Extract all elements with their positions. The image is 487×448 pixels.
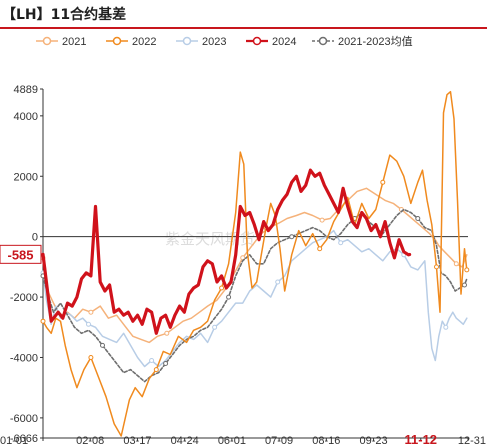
x-tick-label-5: 07-09 [265,435,293,447]
series-line-0 [42,187,468,344]
series-line-2 [42,229,468,368]
y-tick-label-3: 0 [32,232,38,244]
callout: -585 [0,244,42,264]
callout-label: -585 [7,247,33,262]
series-point-2 [338,240,344,246]
legend-marker-0 [42,36,52,46]
series-point-4 [163,361,169,366]
y-tick-label-5: -4000 [10,352,38,364]
series-point-0 [453,261,459,267]
series-point-4 [462,282,467,288]
y-tick-label-0: 4889 [14,84,38,96]
series-point-1 [464,267,470,273]
series-line-1 [42,90,468,437]
series-point-1 [434,264,439,270]
series-point-4 [415,216,421,221]
x-tick-label-0: 01-01 [0,435,28,447]
plot-area [40,90,470,437]
series-point-2 [149,358,155,363]
x-tick-label-6: 08-16 [312,435,340,447]
legend-marker-4 [318,36,328,46]
chart-title: 【LH】11合约基差 [2,7,127,23]
series-point-0 [88,309,94,315]
series-point-2 [212,324,218,330]
callout-box [0,244,42,264]
series-point-4 [100,342,105,348]
series-point-1 [380,179,386,185]
series-line-3 [41,168,412,335]
y-tick-label-6: -6000 [10,413,38,425]
series-point-4 [226,294,232,300]
series-point-0 [319,217,325,223]
series-point-2 [275,279,281,285]
watermark: 紫金天风期货 [165,231,255,248]
x-tick-label-7: 09-23 [359,435,387,447]
series-point-1 [88,355,94,360]
legend-label-2: 2023 [202,36,226,48]
x-tick-label-1: 02-08 [76,435,104,447]
x-tick-label-4: 06-01 [218,435,246,447]
x-tick-label-8: 11-12 [405,432,438,447]
legend-label-4: 2021-2023均值 [338,35,413,48]
x-tick-label-2: 03-17 [123,435,151,447]
series-point-2 [86,321,91,327]
legend-marker-1 [112,36,122,46]
series-point-1 [219,285,225,291]
y-tick-label-2: 2000 [14,171,38,183]
series-point-1 [153,367,159,373]
x-tick-label-9: 12-31 [458,435,486,447]
legend: 2021 2022 2023 2024 2021-2023均值 [36,35,413,48]
title-rule [0,27,487,29]
y-tick-label-1: 4000 [14,111,38,123]
x-tick-label-3: 04-24 [171,435,199,447]
legend-label-1: 2022 [132,36,156,48]
series-point-2 [443,324,449,330]
y-tick-label-7: -6666 [10,433,38,445]
legend-marker-2 [182,36,192,46]
legend-label-3: 2024 [272,36,296,48]
legend-marker-3 [252,36,262,46]
series-point-4 [289,234,295,240]
series-point-0 [164,330,170,336]
legend-label-0: 2021 [62,36,86,48]
series-line-4 [42,208,468,383]
series-point-1 [40,318,46,324]
y-tick-label-4: -2000 [10,292,38,304]
series-point-1 [317,246,323,252]
